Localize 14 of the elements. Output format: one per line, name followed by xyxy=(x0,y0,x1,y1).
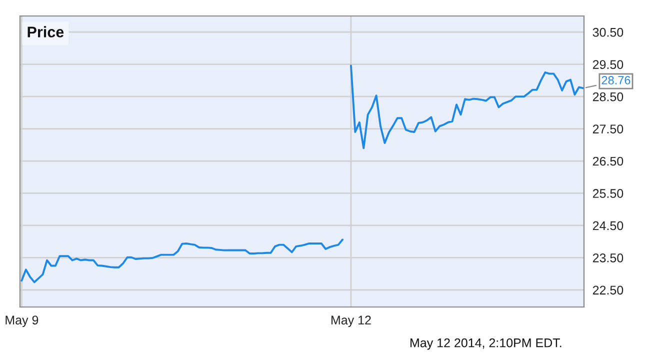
y-tick-label: 23.50 xyxy=(592,253,624,262)
y-tick-label: 24.50 xyxy=(592,221,624,230)
y-tick-label: 27.50 xyxy=(592,124,624,134)
y-tick-label: 30.50 xyxy=(592,28,624,37)
text: 28.76 xyxy=(602,76,630,84)
y-tick-label: 28.50 xyxy=(592,92,624,102)
text: May 12 2014, 2:10PM EDT. xyxy=(410,338,562,350)
text: Price xyxy=(28,26,64,38)
y-tick-label: 26.50 xyxy=(592,156,624,166)
y-tick-label: 25.50 xyxy=(592,189,624,198)
y-tick-label: 22.50 xyxy=(592,286,624,295)
x-tick-label: May 12 xyxy=(332,316,371,327)
y-tick-label: 29.50 xyxy=(592,60,624,69)
x-tick-label: May 9 xyxy=(6,316,38,327)
